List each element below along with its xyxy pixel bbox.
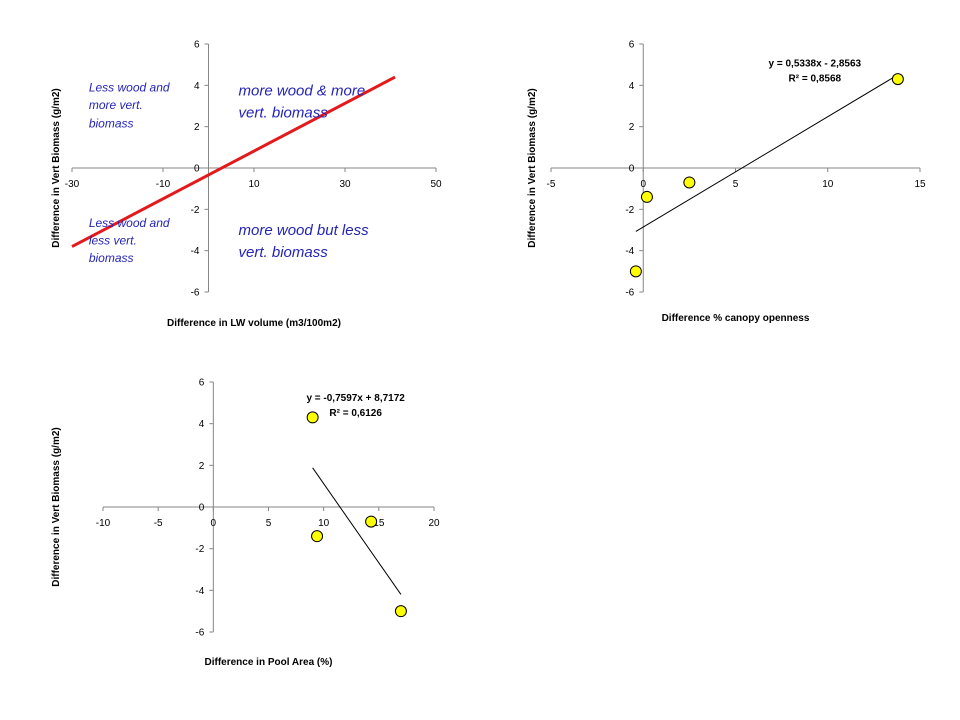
y-tick-label: -4	[191, 246, 200, 257]
x-tick-label: 0	[640, 179, 646, 190]
y-tick-label: 0	[194, 164, 200, 175]
x-tick-label: 50	[430, 179, 442, 190]
trend-line	[71, 75, 396, 248]
x-tick-label: 10	[318, 518, 330, 529]
y-tick-label: -6	[195, 628, 204, 639]
y-tick-label: 0	[199, 503, 205, 514]
annotation-text: less vert.	[89, 233, 137, 247]
annotation-text: more vert.	[89, 98, 143, 112]
y-tick-label: 2	[199, 461, 205, 472]
annotation-text: vert. biomass	[239, 244, 329, 261]
y-tick-label: -4	[625, 246, 634, 257]
data-point	[629, 265, 642, 278]
annotation-text: more wood & more	[239, 83, 366, 100]
trend-equation: y = 0,5338x - 2,8563	[769, 59, 862, 70]
trend-line	[635, 74, 899, 232]
data-point	[306, 411, 319, 424]
x-tick-label: 10	[822, 179, 834, 190]
data-point	[640, 190, 653, 203]
x-tick-label: -5	[547, 179, 556, 190]
x-tick-label: 15	[373, 518, 385, 529]
y-tick-label: -2	[191, 205, 200, 216]
data-point	[365, 515, 378, 528]
annotation-text: vert. biomass	[239, 104, 329, 121]
y-tick-label: -2	[195, 544, 204, 555]
x-tick-label: -10	[96, 518, 111, 529]
y-tick-label: 2	[194, 122, 200, 133]
chart-lw-volume: -6 -4 -2 0 2 4 6 -30 -10 10 30 50 Difference in LW v…	[51, 40, 442, 330]
annotation-text: more wood but less	[239, 222, 370, 239]
y-tick-label: -4	[195, 586, 204, 597]
annotation-text: biomass	[89, 251, 134, 265]
y-tick-label: 6	[199, 378, 205, 389]
y-tick-label: 0	[629, 164, 635, 175]
chart-pool-area: -6 -4 -2 0 2 4 6 -10 -5 0 5 10 15 20 Difference in Poo…	[51, 378, 440, 669]
x-tick-label: 30	[339, 179, 351, 190]
y-tick-label: 2	[629, 122, 635, 133]
x-tick-label: -5	[154, 518, 163, 529]
y-axis-title: Difference in Vert Biomass (g/m2)	[527, 88, 538, 248]
x-tick-label: 0	[211, 518, 217, 529]
x-tick-label: 5	[266, 518, 272, 529]
y-tick-label: -6	[625, 288, 634, 299]
x-axis-title: Difference in LW volume (m3/100m2)	[167, 318, 341, 329]
x-tick-label: -10	[156, 179, 171, 190]
chart-canopy-openness: -6 -4 -2 0 2 4 6 -5 0 5 10 15 Difference % canopy op…	[527, 40, 926, 325]
trend-line	[312, 467, 402, 595]
x-tick-label: 5	[733, 179, 739, 190]
x-tick-label: 10	[248, 179, 260, 190]
y-axis-title: Difference in Vert Biomass (g/m2)	[51, 427, 62, 587]
data-point	[683, 176, 696, 189]
x-tick-label: -30	[65, 179, 80, 190]
x-axis-title: Difference % canopy openness	[662, 313, 810, 324]
trend-r2: R² = 0,6126	[329, 408, 382, 419]
y-tick-label: -2	[625, 205, 634, 216]
x-tick-label: 15	[914, 179, 926, 190]
x-axis-title: Difference in Pool Area (%)	[205, 657, 333, 668]
x-tick-label: 20	[428, 518, 440, 529]
data-point	[311, 530, 324, 543]
annotation-text: Less wood and	[89, 216, 170, 230]
annotation-text: Less wood and	[89, 81, 170, 95]
y-tick-label: -6	[191, 288, 200, 299]
y-tick-label: 4	[629, 81, 635, 92]
y-tick-label: 6	[194, 40, 200, 51]
data-point	[394, 605, 407, 618]
trend-equation: y = -0,7597x + 8,7172	[306, 393, 405, 404]
annotation-text: biomass	[89, 117, 134, 131]
y-axis-title: Difference in Vert Biomass (g/m2)	[51, 88, 62, 248]
y-tick-label: 6	[629, 40, 635, 51]
y-tick-label: 4	[199, 419, 205, 430]
data-point	[891, 73, 904, 86]
y-tick-label: 4	[194, 81, 200, 92]
trend-r2: R² = 0,8568	[789, 74, 842, 85]
